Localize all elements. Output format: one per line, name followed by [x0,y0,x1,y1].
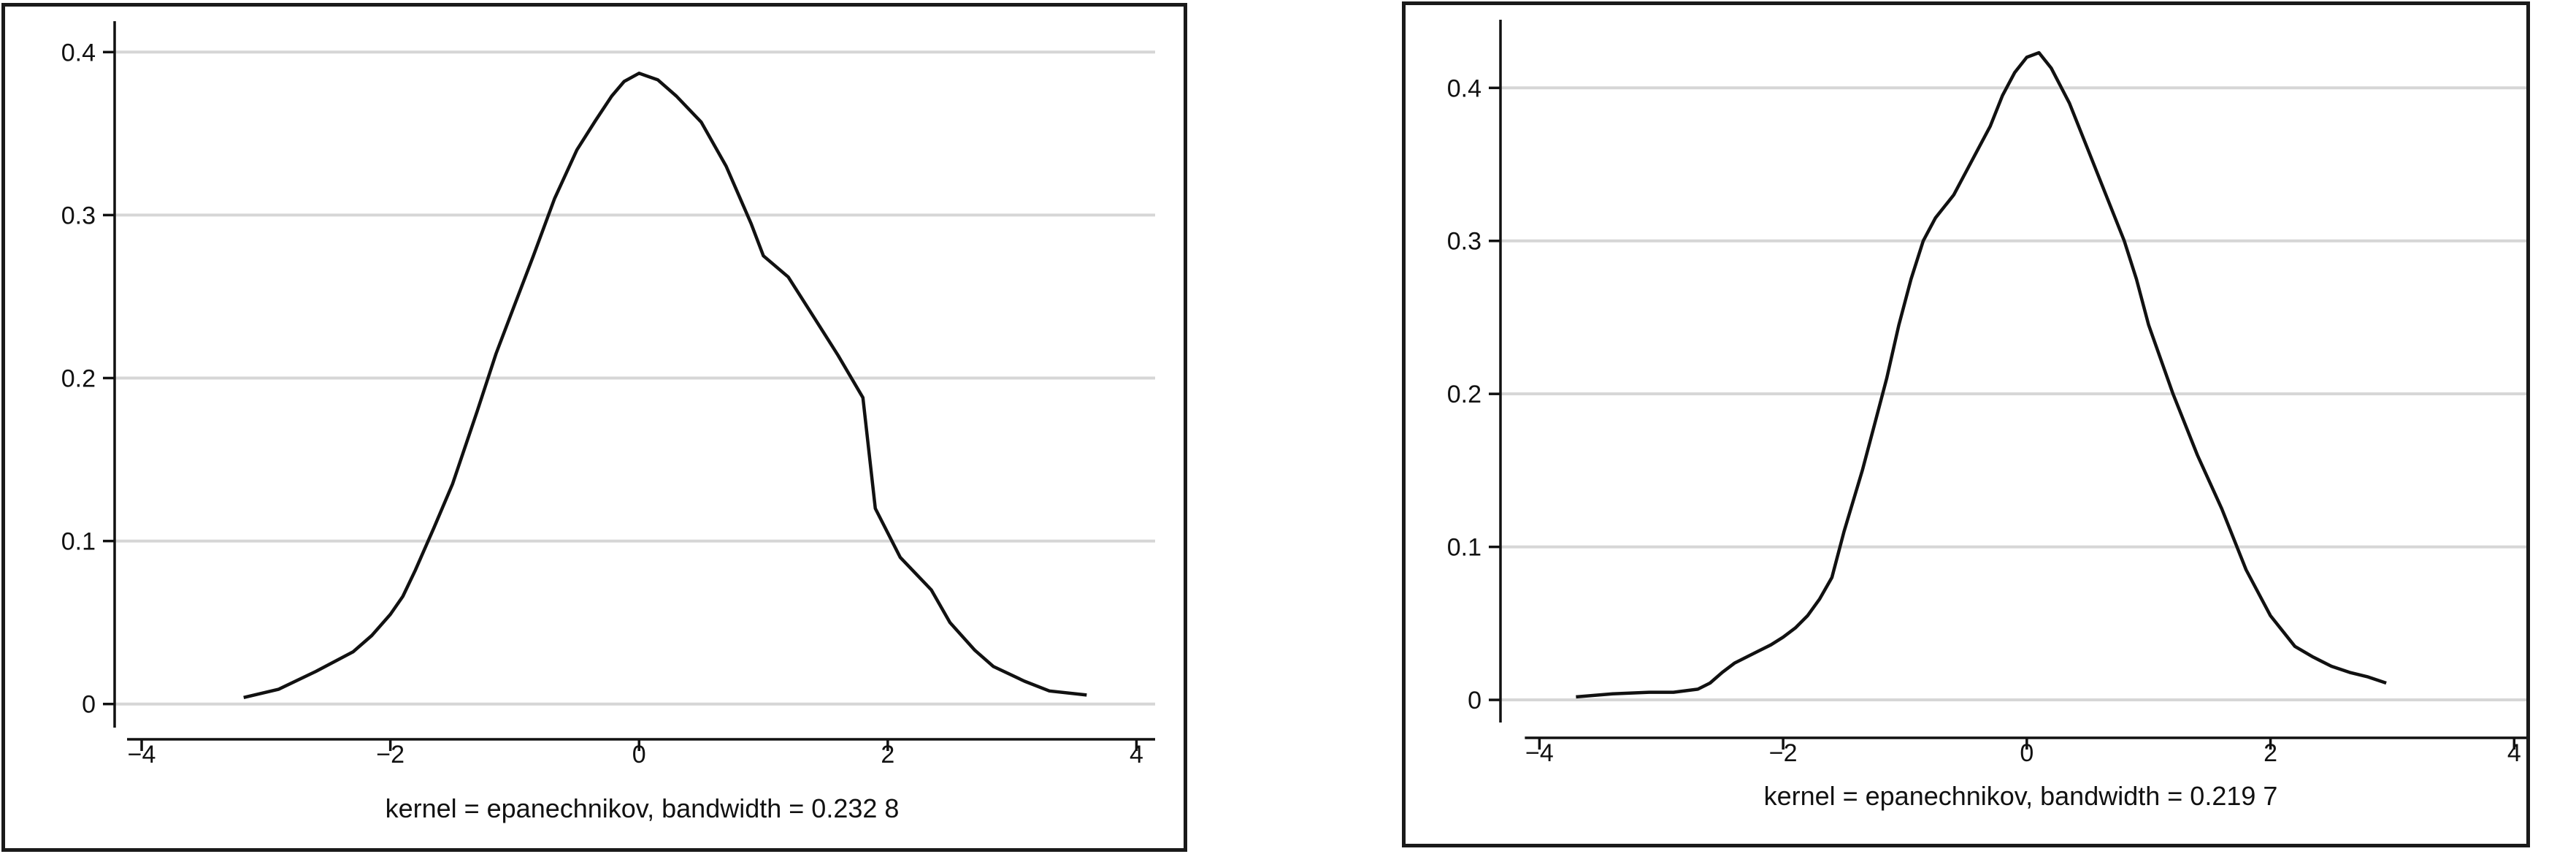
density-chart-right: 0 0.1 0.2 0.3 0.4 −4 −2 0 2 4 kernel = epanechniko… [1447,20,2526,811]
x-tick-label: 0 [632,741,646,769]
y-tick-label: 0.4 [1447,75,1481,102]
y-tick-label: 0.3 [61,202,96,229]
y-tick-label: 0 [82,691,96,719]
x-tick-label: 2 [2263,739,2277,767]
x-tick-label: 4 [2507,739,2521,767]
x-tick-label: 0 [2020,739,2033,767]
chart-panel-left: 0 0.1 0.2 0.3 0.4 −4 −2 0 2 4 kernel = epanechniko… [1,3,1187,852]
y-tick-label: 0.1 [1447,534,1481,562]
x-axis-label: kernel = epanechnikov, bandwidth = 0.219… [1764,781,2278,811]
density-chart-left: 0 0.1 0.2 0.3 0.4 −4 −2 0 2 4 kernel = epanechniko… [61,21,1155,823]
y-tick-label: 0 [1468,687,1481,714]
x-tick-label: −2 [376,741,405,769]
x-axis-label: kernel = epanechnikov, bandwidth = 0.232… [386,793,900,823]
x-tick-label: −4 [128,741,156,769]
y-tick-label: 0.2 [61,365,96,393]
y-tick-label: 0.4 [61,39,96,66]
y-tick-label: 0.3 [1447,228,1481,256]
x-tick-label: 2 [881,741,894,769]
y-tick-label: 0.2 [1447,381,1481,408]
x-tick-label: 4 [1130,741,1143,769]
y-tick-label: 0.1 [61,528,96,556]
chart-panel-right: 0 0.1 0.2 0.3 0.4 −4 −2 0 2 4 kernel = epanechniko… [1402,1,2530,847]
x-tick-label: −4 [1525,739,1554,767]
density-line [243,72,1087,699]
x-tick-label: −2 [1769,739,1798,767]
density-line [1576,50,2387,699]
